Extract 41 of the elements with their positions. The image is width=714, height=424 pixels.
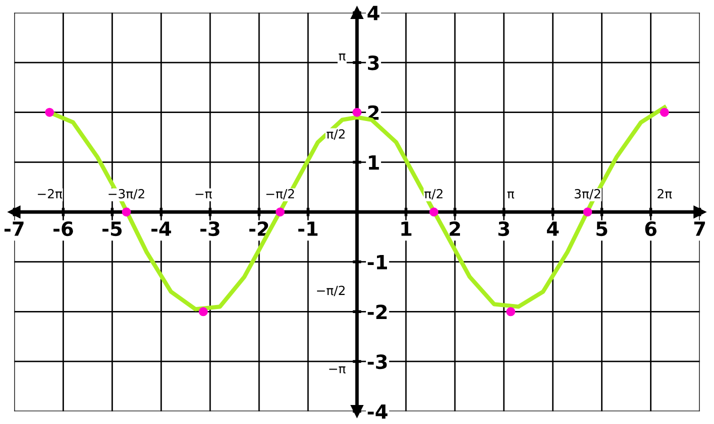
- point: [583, 208, 592, 216]
- x2-tick-label: 2π: [658, 189, 672, 199]
- x-tick-label: 4: [546, 222, 559, 236]
- x-tick-label: -5: [102, 222, 122, 236]
- x2-tick-label: π: [507, 191, 514, 199]
- y2-tick-label: π/2: [326, 129, 345, 140]
- y-tick-label: 1: [368, 155, 379, 170]
- x2-tick-label: −2π: [38, 189, 62, 199]
- point: [276, 208, 285, 216]
- x-tick-label: 2: [450, 221, 460, 236]
- y-tick-label: -1: [368, 255, 387, 270]
- y2-tick-label: −π: [329, 366, 346, 374]
- x-tick-label: 1: [401, 222, 412, 236]
- point: [122, 208, 131, 216]
- x-tick-label: -3: [200, 221, 220, 236]
- x-tick-label: -1: [298, 222, 318, 236]
- x-tick-label: 3: [498, 221, 510, 236]
- point: [660, 108, 669, 117]
- x2-tick-label: −π/2: [266, 189, 294, 200]
- x-tick-label: -4: [151, 222, 172, 236]
- x2-tick-label: 3π/2: [574, 189, 600, 200]
- y-tick-label: -2: [368, 304, 387, 320]
- point: [429, 208, 438, 216]
- point: [352, 108, 362, 117]
- y-tick-label: -4: [368, 404, 388, 419]
- x2-tick-label: π/2: [424, 189, 442, 200]
- x-tick-label: 5: [596, 222, 608, 236]
- point: [198, 307, 208, 316]
- x-tick-label: -6: [53, 221, 73, 236]
- point: [45, 108, 54, 117]
- x-tick-label: 6: [645, 221, 656, 236]
- y-tick-label: 3: [368, 55, 379, 70]
- x2-tick-label: −π: [196, 191, 212, 199]
- y-tick-label: -3: [368, 354, 387, 370]
- x-tick-label: -7: [4, 222, 24, 236]
- point: [506, 307, 516, 316]
- y-tick-label: 4: [368, 6, 380, 20]
- x2-tick-label: −3π/2: [108, 189, 144, 200]
- y2-tick-label: −π/2: [317, 286, 345, 296]
- y2-tick-label: π: [338, 53, 346, 61]
- x-tick-label: 7: [694, 222, 705, 236]
